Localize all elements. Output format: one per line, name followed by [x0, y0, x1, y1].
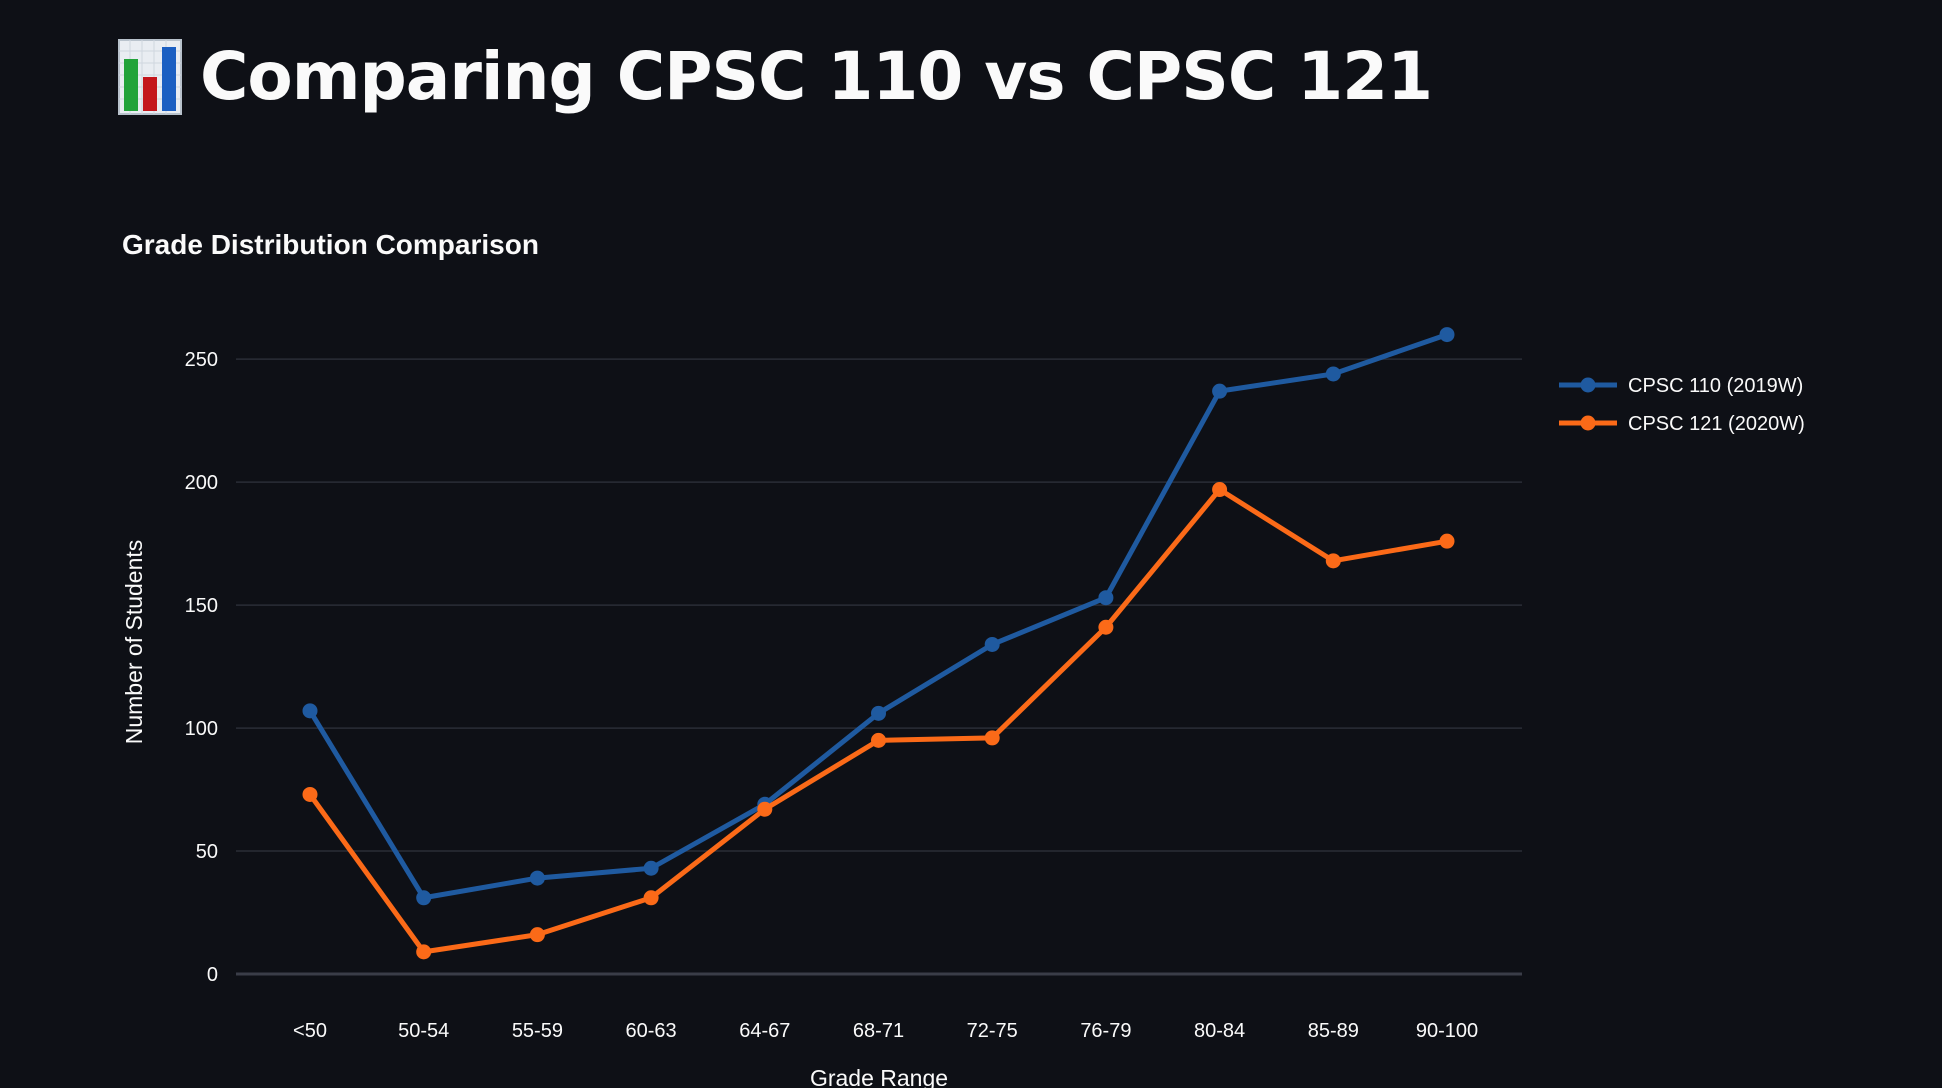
data-point — [529, 870, 545, 886]
data-point — [1098, 590, 1114, 606]
x-tick-label: 50-54 — [398, 1020, 449, 1042]
x-tick-label: 64-67 — [739, 1020, 790, 1042]
y-tick-label: 0 — [207, 964, 218, 986]
y-tick-label: 100 — [185, 718, 218, 740]
page-title: Comparing CPSC 110 vs CPSC 121 — [200, 38, 1433, 115]
data-point — [1212, 383, 1228, 399]
data-point — [416, 890, 432, 906]
y-axis-label: Number of Students — [121, 540, 147, 745]
data-point — [1439, 327, 1455, 343]
chart-title: Grade Distribution Comparison — [122, 229, 539, 260]
legend-marker — [1580, 377, 1596, 393]
x-tick-label: 85-89 — [1308, 1020, 1359, 1042]
data-point — [416, 944, 432, 960]
data-point — [1325, 366, 1341, 382]
data-point — [1439, 533, 1455, 549]
data-point — [302, 786, 318, 802]
series-line-1 — [307, 332, 1450, 901]
y-tick-label: 200 — [185, 472, 218, 494]
title-row: Comparing CPSC 110 vs CPSC 121 — [118, 38, 1433, 115]
x-tick-label: <50 — [293, 1020, 327, 1042]
data-point — [871, 732, 886, 748]
x-tick-label: 60-63 — [626, 1020, 677, 1042]
y-tick-label: 250 — [185, 349, 218, 371]
y-tick-label: 50 — [196, 841, 218, 863]
data-point — [643, 860, 659, 876]
data-point — [529, 927, 545, 943]
data-point — [1325, 553, 1341, 569]
data-point — [984, 636, 1000, 652]
data-point — [1212, 482, 1228, 498]
x-tick-label: 76-79 — [1080, 1020, 1131, 1042]
x-tick-label: 90-100 — [1416, 1020, 1478, 1042]
bar-chart-icon — [118, 38, 182, 115]
legend-marker — [1580, 415, 1596, 431]
x-tick-label: 55-59 — [512, 1020, 563, 1042]
data-point — [1098, 619, 1114, 635]
x-axis-label: Grade Range — [810, 1065, 948, 1088]
legend-label: CPSC 110 (2019W) — [1628, 375, 1803, 397]
y-tick-label: 150 — [185, 595, 218, 617]
data-point — [871, 705, 886, 721]
data-point — [302, 703, 318, 719]
data-point — [757, 801, 773, 817]
x-tick-label: 68-71 — [853, 1020, 904, 1042]
x-tick-label: 72-75 — [967, 1020, 1018, 1042]
legend-label: CPSC 121 (2020W) — [1628, 413, 1805, 435]
data-point — [643, 890, 659, 906]
data-point — [984, 730, 1000, 746]
x-tick-label: 80-84 — [1194, 1020, 1245, 1042]
